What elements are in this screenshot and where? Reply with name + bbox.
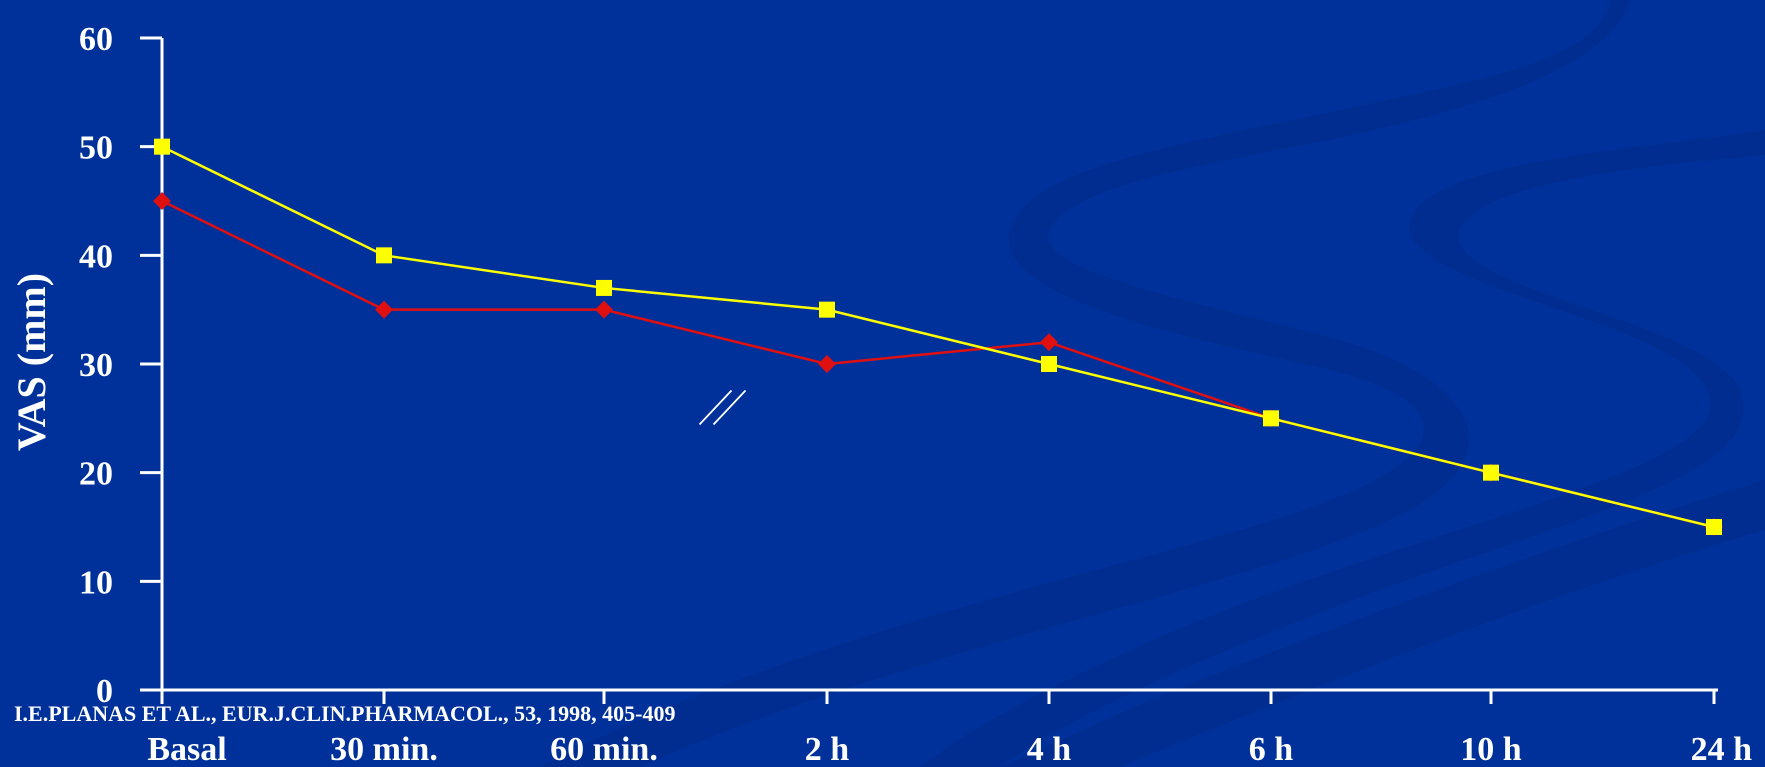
axis-break-mark: [712, 389, 747, 426]
x-axis-ticks: Basal 30 min. 60 min. 2 h 4 h 6 h 10 h 24 h: [147, 690, 1752, 767]
y-tick-label: 50: [79, 130, 113, 167]
x-tick-label: 60 min.: [550, 731, 658, 767]
x-tick-label: Basal: [147, 731, 226, 767]
data-point-diamond: [818, 355, 836, 373]
data-point-diamond: [595, 300, 613, 319]
y-tick-label: 30: [79, 347, 113, 384]
data-point-diamond: [375, 300, 393, 319]
x-tick-label: 4 h: [1027, 731, 1072, 767]
y-tick-label: 0: [96, 673, 113, 710]
background-swirl-decoration: [540, 0, 1765, 767]
y-tick-label: 10: [79, 564, 113, 601]
swirl-shape: [540, 0, 1630, 767]
data-point-square: [1041, 356, 1057, 372]
x-tick-label: 30 min.: [330, 731, 438, 767]
series-line: [161, 145, 1715, 529]
data-point-square: [154, 138, 170, 155]
data-point-square: [376, 247, 392, 264]
x-tick-label: 2 h: [805, 731, 850, 767]
y-tick-label: 40: [79, 238, 113, 275]
data-point-square: [1706, 519, 1722, 535]
data-point-diamond: [153, 192, 171, 210]
x-tick-label: 6 h: [1249, 731, 1294, 767]
y-axis-ticks: 0 10 20 30 40 50 60: [79, 21, 162, 710]
chart-series: [153, 138, 1723, 536]
y-tick-label: 60: [79, 21, 113, 58]
x-tick-label: 10 h: [1460, 731, 1522, 767]
y-tick-label: 20: [79, 456, 113, 493]
series-line: [161, 199, 1715, 529]
y-axis-label: VAS (mm): [9, 273, 54, 451]
data-point-square: [1483, 464, 1499, 481]
axis-break-mark: [698, 389, 733, 426]
swirl-shape: [1000, 480, 1765, 767]
data-point-diamond: [1040, 333, 1058, 352]
citation-annotation: I.E.PLANAS ET AL., EUR.J.CLIN.PHARMACOL.…: [14, 701, 675, 726]
data-point-square: [596, 279, 612, 296]
data-point-square: [1263, 410, 1279, 427]
x-tick-label: 24 h: [1691, 731, 1753, 767]
data-point-square: [819, 301, 835, 318]
